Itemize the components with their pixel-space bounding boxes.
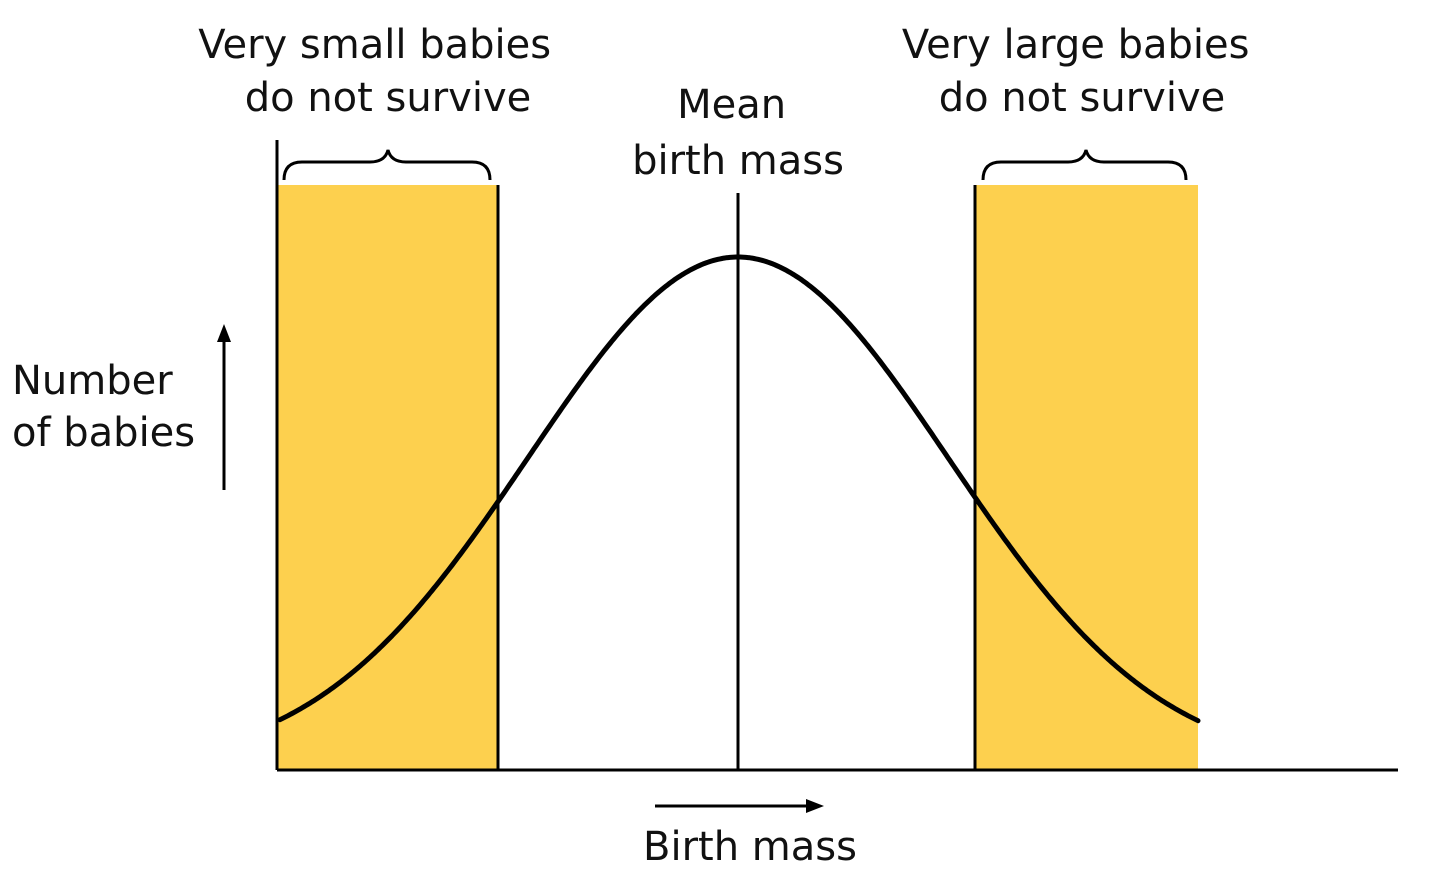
y-arrow-head: [217, 324, 231, 342]
left-shaded-region: [278, 185, 498, 770]
left-brace: [282, 149, 492, 181]
mean-label: Mean birth mass: [632, 82, 844, 184]
right-shaded-region: [975, 185, 1198, 770]
x-arrow-head: [806, 799, 824, 813]
right-region-label: Very large babies do not survive: [902, 22, 1262, 121]
x-axis-label: Birth mass: [643, 824, 857, 870]
y-axis-label: Number of babies: [12, 358, 195, 456]
left-region-label: Very small babies do not survive: [198, 22, 564, 121]
bell-curve: [277, 254, 1201, 724]
right-brace: [981, 149, 1188, 181]
